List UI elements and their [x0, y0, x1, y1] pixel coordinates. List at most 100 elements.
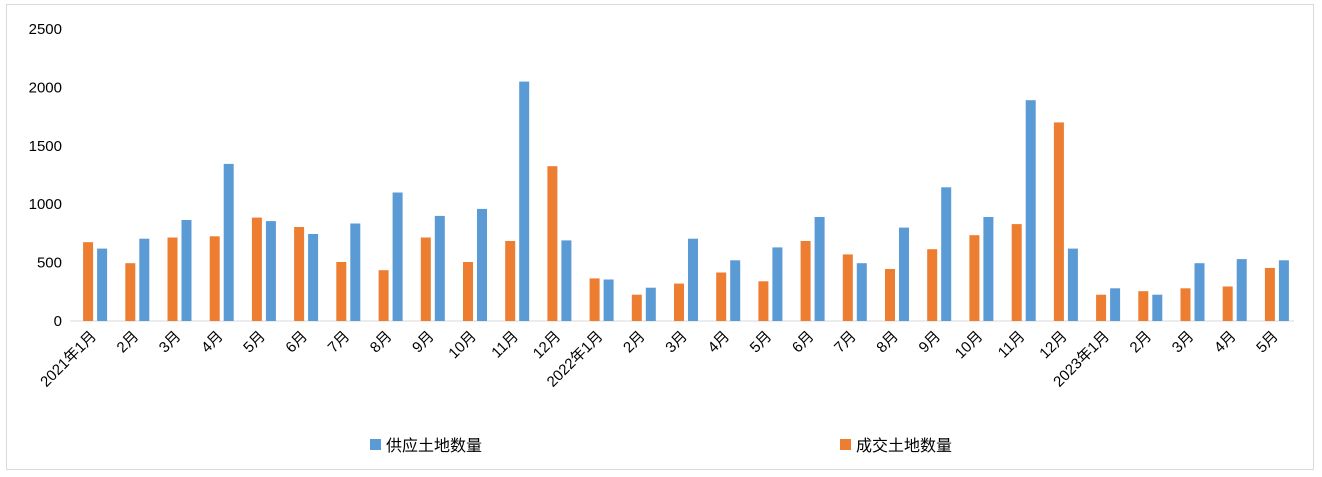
- x-tick-label: 4月: [705, 328, 734, 357]
- y-tick-label: 1500: [29, 138, 62, 155]
- legend-label-deal: 成交土地数量: [856, 436, 952, 455]
- bar-deal: [927, 249, 938, 321]
- bar-supply: [772, 247, 783, 321]
- bar-deal: [420, 237, 431, 321]
- bar-deal: [463, 262, 473, 321]
- y-tick-label: 0: [54, 313, 62, 330]
- x-tick-label: 5月: [747, 328, 776, 357]
- x-tick-label: 11月: [488, 328, 522, 362]
- bar-deal: [1222, 286, 1233, 321]
- bar-deal: [336, 262, 347, 321]
- x-tick-label: 3月: [1169, 328, 1198, 357]
- x-tick-label: 10月: [952, 328, 986, 362]
- bar-supply: [223, 163, 234, 321]
- bar-deal: [125, 263, 136, 321]
- y-tick-label: 500: [37, 255, 62, 272]
- bar-supply: [1110, 288, 1121, 321]
- x-tick-label: 6月: [282, 328, 311, 357]
- bar-deal: [1011, 224, 1022, 321]
- x-tick-label: 12月: [1036, 328, 1070, 362]
- x-tick-label: 2月: [1127, 328, 1156, 357]
- bar-supply: [265, 221, 276, 321]
- legend-swatch-supply: [370, 439, 381, 450]
- bar-deal: [294, 227, 305, 321]
- bar-supply: [856, 263, 867, 321]
- x-tick-label: 3月: [662, 328, 691, 357]
- bar-supply: [603, 279, 614, 321]
- bar-supply: [1194, 263, 1205, 321]
- bar-deal: [1264, 267, 1275, 321]
- x-tick-label: 5月: [240, 328, 269, 357]
- bar-deal: [1138, 291, 1149, 321]
- y-tick-label: 2000: [29, 79, 62, 96]
- x-tick-label: 3月: [156, 328, 185, 357]
- legend-label-supply: 供应土地数量: [386, 436, 482, 455]
- bar-supply: [814, 217, 825, 321]
- bar-supply: [983, 217, 994, 321]
- x-tick-label: 8月: [873, 328, 902, 357]
- bar-supply: [1278, 260, 1289, 321]
- bar-deal: [1053, 122, 1064, 322]
- bar-deal: [1180, 288, 1191, 321]
- bar-deal: [842, 254, 853, 321]
- bar-deal: [969, 235, 980, 321]
- bar-deal: [1096, 294, 1107, 321]
- bar-supply: [899, 227, 909, 321]
- bar-supply: [434, 215, 445, 321]
- bar-deal: [631, 294, 642, 321]
- bar-supply: [97, 248, 108, 321]
- bar-deal: [547, 166, 558, 321]
- x-tick-label: 2月: [620, 328, 649, 357]
- y-tick-label: 2500: [29, 21, 62, 38]
- bar-deal: [885, 269, 895, 321]
- bar-deal: [716, 272, 727, 321]
- bar-deal: [505, 241, 516, 321]
- bar-supply: [139, 238, 150, 321]
- bar-supply: [1067, 248, 1078, 321]
- bar-deal: [800, 241, 811, 321]
- y-axis-ticks: 0 500 1000 1500 2000 2500: [29, 21, 62, 330]
- x-tick-label: 2021年1月: [37, 328, 100, 391]
- y-tick-label: 1000: [29, 196, 62, 213]
- x-tick-label: 4月: [198, 328, 227, 357]
- bar-supply: [941, 187, 952, 321]
- bar-supply: [730, 260, 741, 321]
- x-tick-label: 2月: [114, 328, 143, 357]
- bar-deal: [378, 270, 389, 321]
- bar-supply: [477, 208, 487, 321]
- bar-deal: [758, 281, 769, 321]
- x-tick-label: 7月: [831, 328, 860, 357]
- legend-swatch-deal: [840, 439, 851, 450]
- x-tick-label: 9月: [916, 328, 945, 357]
- bar-supply: [308, 234, 319, 321]
- bar-supply: [688, 238, 698, 321]
- x-tick-label: 8月: [367, 328, 396, 357]
- x-tick-label: 10月: [445, 328, 479, 362]
- bars: [83, 81, 1289, 322]
- x-tick-label: 9月: [409, 328, 438, 357]
- bar-supply: [392, 192, 403, 321]
- bar-supply: [519, 81, 530, 321]
- x-tick-label: 6月: [789, 328, 818, 357]
- legend: 供应土地数量 成交土地数量: [370, 436, 952, 455]
- bar-supply: [1152, 294, 1163, 321]
- x-tick-label: 12月: [530, 328, 564, 362]
- bar-supply: [1025, 100, 1036, 321]
- bar-supply: [645, 287, 656, 321]
- x-tick-label: 11月: [995, 328, 1029, 362]
- bar-deal: [83, 242, 94, 321]
- bar-supply: [1236, 259, 1247, 321]
- bar-deal: [251, 217, 262, 321]
- bar-deal: [589, 278, 600, 321]
- x-tick-label: 7月: [325, 328, 354, 357]
- bar-deal: [209, 236, 220, 321]
- bar-deal: [674, 283, 684, 321]
- bar-deal: [167, 237, 178, 321]
- x-tick-label: 5月: [1253, 328, 1282, 357]
- x-tick-label: 4月: [1211, 328, 1240, 357]
- bar-supply: [181, 220, 192, 321]
- bar-supply: [350, 223, 361, 321]
- bar-supply: [561, 240, 572, 321]
